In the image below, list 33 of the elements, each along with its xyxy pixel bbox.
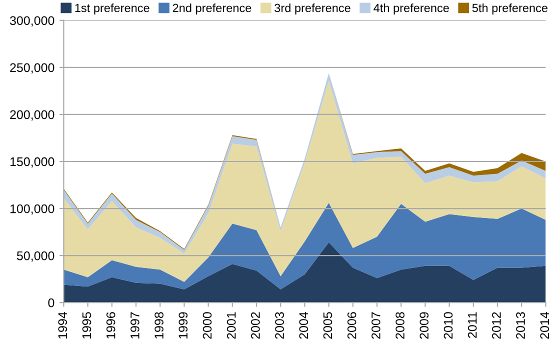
x-tick-label: 1995 — [82, 312, 92, 338]
y-tick-label: 150,000 — [10, 157, 54, 168]
legend-label: 1st preference — [75, 4, 150, 14]
y-tick-label: 300,000 — [10, 16, 54, 27]
y-tick-label: 0 — [48, 298, 54, 308]
x-tick-label: 1998 — [154, 312, 164, 338]
x-tick-label: 2005 — [323, 312, 332, 339]
x-tick-label: 2012 — [492, 312, 501, 339]
y-tick-label: 250,000 — [10, 63, 54, 74]
x-tick-label: 2007 — [372, 312, 380, 339]
x-tick-label: 2009 — [420, 312, 429, 339]
x-tick-label: 2006 — [347, 312, 356, 339]
y-tick-label: 200,000 — [10, 110, 54, 121]
x-tick-label: 2014 — [540, 312, 550, 339]
y-tick-label: 50,000 — [16, 251, 54, 262]
legend-label: 4th preference — [374, 3, 449, 14]
legend-label: 5th preference — [472, 3, 548, 14]
x-tick-label: 1994 — [58, 312, 68, 338]
x-tick-label: 2008 — [396, 312, 404, 339]
x-tick-label: 2013 — [516, 312, 525, 339]
legend-label: 3rd preference — [274, 3, 350, 14]
x-tick-label: 2010 — [444, 312, 453, 339]
y-tick-label: 100,000 — [10, 204, 54, 215]
x-tick-label: 1996 — [106, 312, 116, 338]
x-tick-label: 2001 — [226, 312, 236, 339]
x-tick-label: 2003 — [275, 312, 284, 339]
x-tick-label: 2000 — [202, 312, 212, 339]
legend-label: 2nd preference — [172, 3, 252, 14]
x-tick-label: 1997 — [130, 312, 140, 338]
x-tick-label: 2004 — [299, 312, 308, 339]
x-tick-label: 1999 — [178, 312, 188, 338]
x-tick-label: 2011 — [468, 312, 477, 338]
x-tick-label: 2002 — [251, 312, 260, 339]
